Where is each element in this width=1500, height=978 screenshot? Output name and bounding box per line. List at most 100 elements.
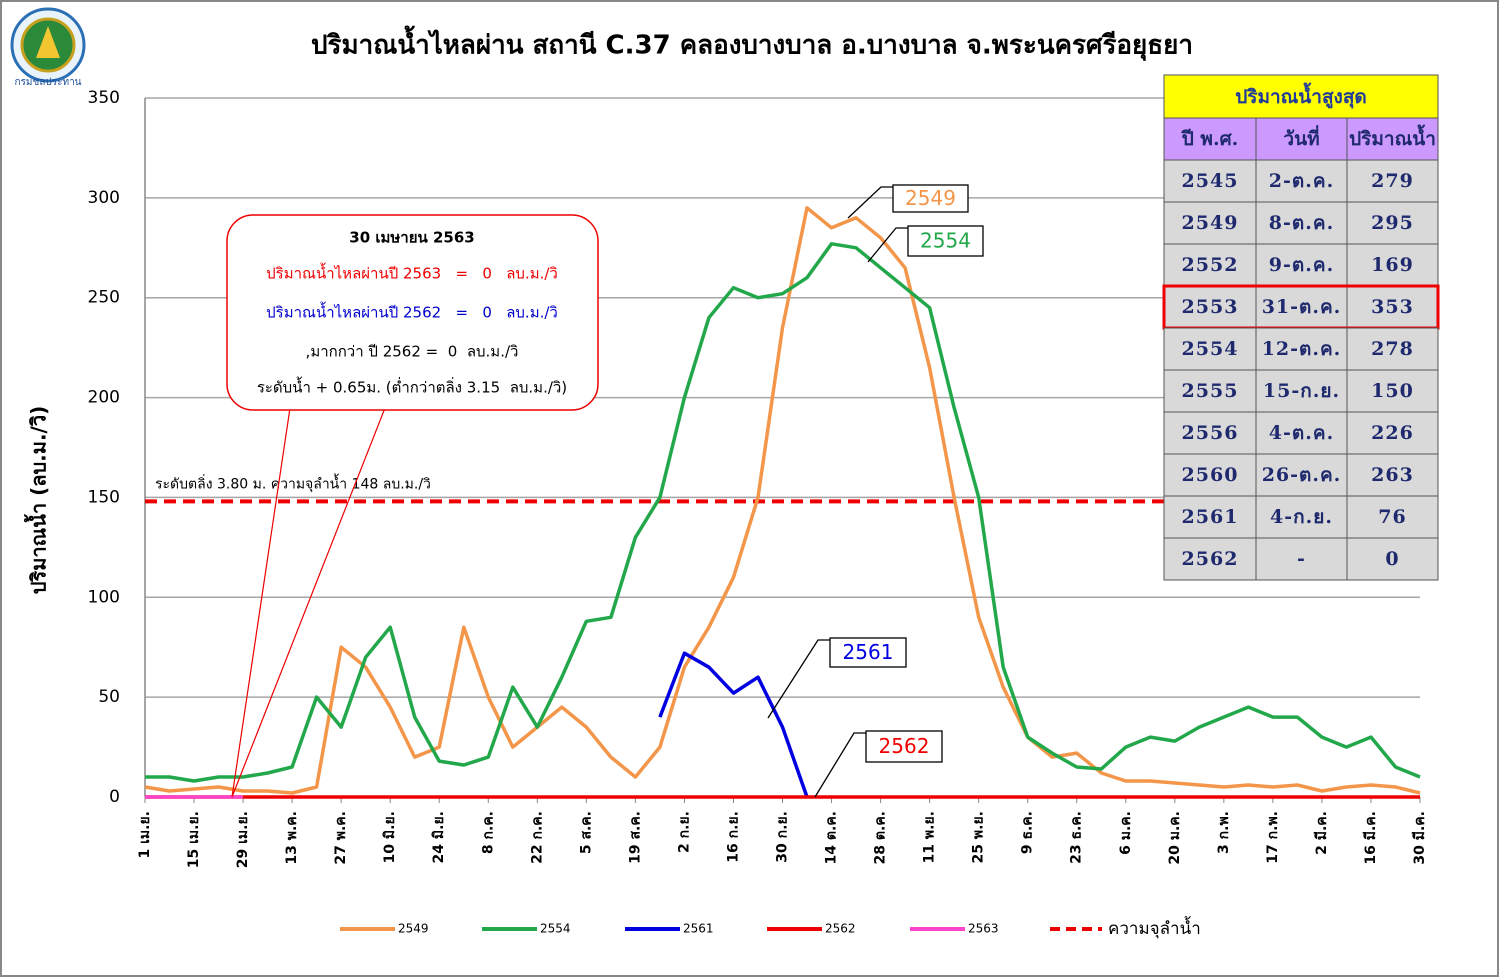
y-tick-label: 50 bbox=[98, 687, 120, 707]
table-cell-text: 353 bbox=[1371, 296, 1414, 318]
table-cell-text: 4-ต.ค. bbox=[1269, 422, 1334, 444]
x-tick-label: 16 ก.ย. bbox=[725, 811, 741, 863]
x-tick-label: 13 พ.ค. bbox=[284, 811, 300, 865]
series-line bbox=[145, 242, 1421, 783]
table-title-cell bbox=[1163, 74, 1439, 119]
table-cell-text: 226 bbox=[1371, 422, 1414, 444]
y-tick-label: 300 bbox=[88, 188, 120, 208]
table-cell-text: - bbox=[1297, 548, 1306, 570]
y-tick-label: 200 bbox=[88, 388, 120, 408]
table-header: ปริมาณน้ำ bbox=[1349, 124, 1436, 150]
series-line bbox=[144, 206, 1421, 795]
callout-label: 2554 bbox=[920, 229, 971, 253]
callout-leader bbox=[847, 186, 893, 219]
x-tick-label: 2 ก.ย. bbox=[676, 811, 692, 853]
table-cell bbox=[1346, 285, 1439, 329]
table-cell-text: 76 bbox=[1378, 506, 1406, 528]
x-tick-label: 30 ก.ย. bbox=[775, 811, 791, 863]
x-tick-label: 10 มิ.ย. bbox=[382, 811, 398, 863]
y-axis-label: ปริมาณน้ำ (ลบ.ม./วิ) bbox=[24, 406, 51, 594]
x-tick-label: 14 ต.ค. bbox=[824, 811, 840, 864]
table-cell-text: 2555 bbox=[1182, 380, 1239, 402]
legend-label: ความจุลำน้ำ bbox=[1108, 916, 1201, 939]
table-cell-text: 169 bbox=[1371, 254, 1414, 276]
table-header: ปี พ.ศ. bbox=[1181, 128, 1238, 150]
x-tick-label: 29 เม.ย. bbox=[235, 811, 251, 868]
table-cell-text: 2552 bbox=[1182, 254, 1239, 276]
table-cell-text: 31-ต.ค. bbox=[1262, 296, 1342, 318]
table-cell-text: 15-ก.ย. bbox=[1263, 380, 1340, 402]
table-cell bbox=[1346, 411, 1439, 455]
table-cell-text: 2556 bbox=[1182, 422, 1239, 444]
table-cell bbox=[1346, 495, 1439, 539]
table-cell-text: 2553 bbox=[1182, 296, 1239, 318]
table-cell bbox=[1346, 453, 1439, 497]
callout-leader bbox=[814, 732, 866, 798]
table-cell bbox=[1346, 201, 1439, 245]
callout-leader bbox=[767, 639, 830, 719]
callout-label: 2562 bbox=[879, 734, 930, 758]
x-tick-label: 15 เม.ย. bbox=[186, 811, 202, 868]
legend-label: 2562 bbox=[825, 922, 856, 936]
table-cell bbox=[1255, 369, 1348, 413]
callout-leader bbox=[867, 227, 908, 263]
table-cell-text: 12-ต.ค. bbox=[1262, 338, 1342, 360]
y-tick-label: 250 bbox=[88, 288, 120, 308]
legend-label: 2563 bbox=[968, 922, 999, 936]
x-tick-label: 17 ก.พ. bbox=[1265, 811, 1281, 864]
callout-box bbox=[865, 730, 943, 763]
table-cell bbox=[1163, 327, 1257, 371]
logo bbox=[10, 7, 86, 83]
table-cell bbox=[1255, 537, 1348, 581]
table-header: วันที่ bbox=[1283, 125, 1319, 150]
x-tick-label: 16 มี.ค. bbox=[1363, 811, 1379, 865]
callout-box bbox=[907, 225, 984, 257]
x-tick-label: 6 ม.ค. bbox=[1118, 811, 1134, 855]
callout-label: 2561 bbox=[843, 640, 894, 664]
table-cell bbox=[1255, 159, 1348, 203]
table-header-cell bbox=[1255, 117, 1348, 161]
table-cell bbox=[1163, 243, 1257, 287]
series-line bbox=[658, 651, 809, 798]
table-cell-text: 150 bbox=[1371, 380, 1414, 402]
table-cell-text: 2562 bbox=[1182, 548, 1239, 570]
table-cell-text: 2560 bbox=[1182, 464, 1239, 486]
note-box bbox=[226, 214, 599, 411]
x-tick-label: 23 ธ.ค. bbox=[1069, 811, 1085, 864]
callout-box bbox=[829, 637, 907, 668]
note-line: ระดับน้ำ + 0.65ม. (ต่ำกว่าตลิ่ง 3.15 ลบ.… bbox=[257, 377, 567, 397]
table-cell-text: 2549 bbox=[1182, 212, 1239, 234]
legend-label: 2561 bbox=[683, 922, 714, 936]
legend-label: 2549 bbox=[398, 922, 429, 936]
x-tick-label: 1 เม.ย. bbox=[137, 811, 153, 858]
table-cell-text: 2545 bbox=[1182, 170, 1239, 192]
x-tick-label: 30 มี.ค. bbox=[1412, 811, 1428, 865]
table-cell bbox=[1346, 243, 1439, 287]
table-cell bbox=[1346, 327, 1439, 371]
table-cell-text: 279 bbox=[1371, 170, 1414, 192]
table-header-cell bbox=[1346, 117, 1439, 161]
agency: กรมชลประทาน bbox=[14, 77, 81, 88]
table-cell bbox=[1255, 453, 1348, 497]
table-cell-text: 9-ต.ค. bbox=[1269, 254, 1334, 276]
table-cell-text: 0 bbox=[1385, 548, 1399, 570]
note-line: 30 เมษายน 2563 bbox=[349, 229, 474, 247]
callout-label: 2549 bbox=[905, 186, 956, 210]
table-title: ปริมาณน้ำสูงสุด bbox=[1235, 82, 1367, 109]
table-cell-text: 26-ต.ค. bbox=[1262, 464, 1342, 486]
x-tick-label: 24 มิ.ย. bbox=[431, 811, 447, 863]
table-header-cell bbox=[1163, 117, 1257, 161]
x-tick-label: 11 พ.ย. bbox=[922, 811, 938, 863]
table-cell bbox=[1346, 159, 1439, 203]
table-cell bbox=[1255, 243, 1348, 287]
table-cell bbox=[1163, 537, 1257, 581]
chart-title: ปริมาณน้ำไหลผ่าน สถานี C.37 คลองบางบาล อ… bbox=[311, 25, 1193, 62]
note-line: ,มากกว่า ปี 2562 = 0 ลบ.ม./วิ bbox=[306, 343, 519, 361]
table-cell bbox=[1163, 495, 1257, 539]
x-tick-label: 25 พ.ย. bbox=[971, 811, 987, 863]
y-tick-label: 350 bbox=[88, 88, 120, 108]
note-line: ปริมาณน้ำไหลผ่านปี 2562 = 0 ลบ.ม./วิ bbox=[266, 302, 558, 322]
x-tick-label: 5 ส.ค. bbox=[578, 811, 594, 854]
table-cell-text: 8-ต.ค. bbox=[1269, 212, 1334, 234]
